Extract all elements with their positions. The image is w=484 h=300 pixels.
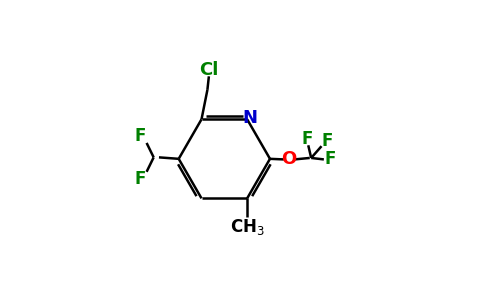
Text: Cl: Cl: [199, 61, 219, 79]
Text: N: N: [242, 110, 257, 128]
Text: F: F: [301, 130, 313, 148]
Text: F: F: [322, 132, 333, 150]
Text: F: F: [135, 170, 146, 188]
Text: F: F: [325, 150, 336, 168]
Text: F: F: [135, 127, 146, 145]
Text: O: O: [282, 150, 297, 168]
Text: CH$_3$: CH$_3$: [230, 217, 265, 237]
